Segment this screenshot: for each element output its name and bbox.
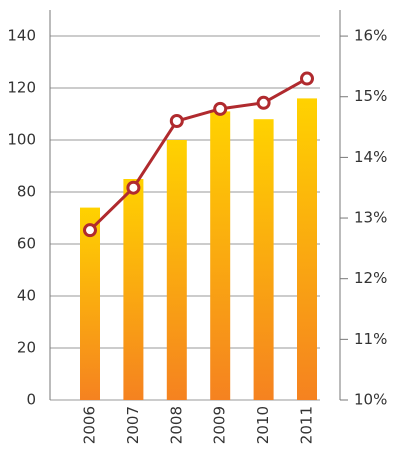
y-tick-label: 140 xyxy=(7,27,36,45)
bar xyxy=(210,111,231,401)
y2-tick-label: 15% xyxy=(354,87,387,105)
y-tick-label: 120 xyxy=(7,79,36,97)
x-tick-label: 2011 xyxy=(298,406,316,444)
y-tick-label: 60 xyxy=(17,235,36,253)
y2-tick-label: 16% xyxy=(354,27,387,45)
y-tick-label: 80 xyxy=(17,183,36,201)
y2-tick-label: 10% xyxy=(354,391,387,409)
bar xyxy=(166,140,187,400)
x-tick-label: 2007 xyxy=(124,406,142,444)
line xyxy=(88,77,308,232)
x-tick-label: 2006 xyxy=(81,406,99,444)
bar xyxy=(123,179,144,400)
y-tick-label: 0 xyxy=(26,391,36,409)
line-point xyxy=(300,71,314,86)
y2-tick-label: 14% xyxy=(354,148,387,166)
y2-tick-label: 13% xyxy=(354,209,387,227)
line-point xyxy=(169,113,184,128)
line-point xyxy=(213,101,228,116)
y-tick-label: 20 xyxy=(17,339,36,357)
y-tick-label: 100 xyxy=(7,131,36,149)
bar xyxy=(297,98,317,401)
bar xyxy=(80,207,100,400)
line-point xyxy=(126,180,141,195)
x-tick-label: 2008 xyxy=(167,406,185,444)
y-tick-label: 40 xyxy=(17,287,36,305)
bar xyxy=(253,119,274,400)
line-point xyxy=(256,95,271,110)
y2-tick-label: 12% xyxy=(354,269,387,287)
line-point xyxy=(83,223,97,238)
y2-tick-label: 11% xyxy=(354,330,387,348)
x-tick-label: 2009 xyxy=(211,406,229,444)
x-tick-label: 2010 xyxy=(254,406,272,444)
